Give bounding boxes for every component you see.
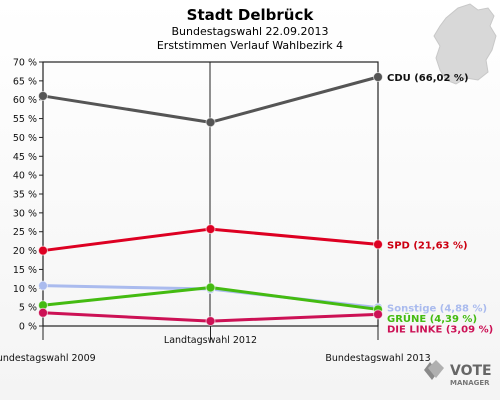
y-tick-label: 20 % (13, 246, 37, 257)
y-tick-label: 40 % (13, 171, 37, 182)
series-end-label: Sonstige (4,88 %) (387, 304, 487, 315)
series-end-label: GRÜNE (4,39 %) (387, 311, 477, 325)
germany-map-icon (433, 3, 497, 85)
y-tick-label: 25 % (13, 227, 37, 238)
chart-subtitle-district: Erststimmen Verlauf Wahlbezirk 4 (157, 39, 343, 52)
y-tick-label: 70 % (13, 58, 37, 69)
logo-text-manager: MANAGER (450, 379, 490, 387)
series-die-linke (38, 307, 383, 327)
data-point (38, 280, 48, 291)
data-point (205, 282, 216, 293)
y-tick-label: 0 % (19, 322, 37, 333)
y-tick-label: 10 % (13, 284, 37, 295)
y-tick-label: 35 % (13, 190, 37, 201)
x-tick-label: Landtagswahl 2012 (164, 335, 257, 346)
y-tick-label: 5 % (19, 303, 37, 314)
y-tick-label: 30 % (13, 208, 37, 219)
chart-title: Stadt Delbrück (187, 6, 315, 24)
data-point (38, 307, 48, 318)
series-end-label: DIE LINKE (3,09 %) (387, 325, 493, 336)
data-point (373, 309, 383, 320)
series-end-label: CDU (66,02 %) (387, 73, 469, 84)
y-tick-label: 15 % (13, 265, 37, 276)
data-point (38, 245, 48, 256)
y-tick-label: 55 % (13, 114, 37, 125)
data-point (205, 224, 216, 235)
chart-subtitle-date: Bundestagswahl 22.09.2013 (172, 25, 329, 38)
series-spd (38, 224, 383, 256)
y-tick-label: 65 % (13, 76, 37, 87)
y-tick-label: 50 % (13, 133, 37, 144)
series-end-label: SPD (21,63 %) (387, 240, 468, 251)
x-tick-label: Bundestagswahl 2009 (0, 353, 96, 364)
data-point (373, 239, 383, 250)
y-tick-label: 45 % (13, 152, 37, 163)
series-cdu (38, 72, 383, 128)
data-point (205, 316, 216, 327)
data-point (38, 90, 48, 101)
vote-manager-logo: VOTE MANAGER (424, 360, 492, 387)
y-tick-label: 60 % (13, 95, 37, 106)
data-point (373, 72, 383, 83)
x-tick-label: Bundestagswahl 2013 (325, 353, 430, 364)
logo-text-vote: VOTE (450, 363, 492, 379)
data-point (205, 117, 216, 128)
